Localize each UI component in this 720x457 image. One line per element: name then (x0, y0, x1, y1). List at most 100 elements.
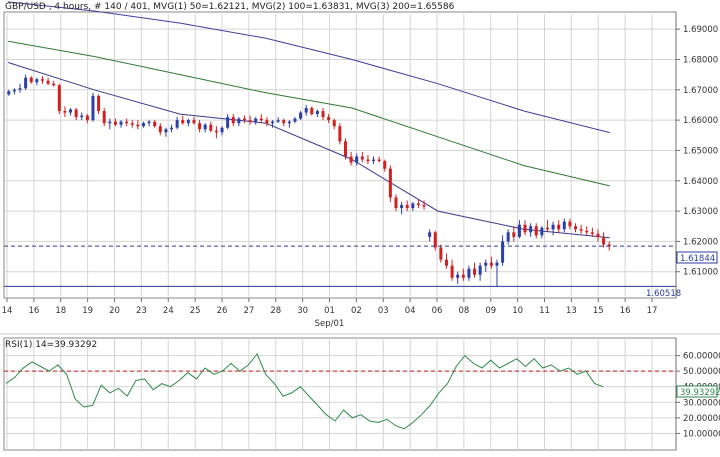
x-tick-label: 10 (512, 306, 523, 316)
candle-body (80, 115, 84, 118)
candlesticks (7, 74, 611, 287)
candle-body (226, 117, 230, 128)
rsi-y-tick-label: 30.00000 (683, 398, 720, 408)
x-tick-label: 03 (378, 306, 389, 316)
candle-body (473, 268, 477, 275)
candle-body (529, 226, 533, 233)
candle-body (141, 123, 145, 127)
candle-body (299, 112, 303, 119)
rsi-y-tick-label: 10.00000 (683, 429, 720, 439)
candle-body (170, 127, 174, 130)
moving-average-line (8, 62, 610, 239)
candle-body (192, 120, 196, 124)
candle-body (501, 241, 505, 263)
x-tick-label: 26 (217, 306, 228, 316)
candle-body (310, 108, 314, 115)
price-y-tick-label: 1.66000 (683, 116, 718, 126)
candle-body (46, 80, 50, 84)
candle-body (534, 226, 538, 236)
candle-body (551, 224, 555, 230)
candle-body (444, 259, 448, 266)
candle-body (562, 221, 566, 230)
candle-body (568, 221, 572, 227)
candle-body (91, 95, 95, 121)
candle-body (596, 233, 600, 237)
candle-body (372, 159, 376, 162)
price-y-tick-label: 1.67000 (683, 86, 718, 96)
rsi-panel-frame (3, 337, 677, 451)
candle-body (209, 124, 213, 131)
candle-body (69, 109, 73, 113)
candle-body (332, 120, 336, 127)
price-y-tick-label: 1.61000 (683, 268, 718, 278)
price-panel-frame (3, 11, 677, 299)
x-tick-label: 27 (243, 306, 254, 316)
x-tick-label: 28 (270, 306, 281, 316)
price-y-tick-label: 1.62000 (683, 237, 718, 247)
price-y-axis: 1.61000 1.62000 1.63000 1.64000 1.65000 1.660… (676, 25, 718, 278)
candle-body (557, 224, 561, 230)
candle-body (315, 111, 319, 115)
candle-body (181, 120, 185, 124)
candle-body (242, 118, 246, 121)
candle-body (40, 79, 44, 81)
candle-body (461, 274, 465, 278)
candle-body (422, 205, 426, 207)
candle-body (506, 232, 510, 242)
candle-body (366, 159, 370, 162)
price-header: GBP/USD , 4 hours, # 140 / 401, MVG(1) 5… (5, 2, 455, 12)
month-label: Sep/01 (315, 319, 345, 329)
candle-body (321, 111, 325, 118)
x-tick-label: 09 (485, 306, 496, 316)
candle-body (287, 121, 291, 124)
candle-body (18, 88, 22, 90)
candle-body (450, 265, 454, 278)
candle-body (220, 127, 224, 133)
x-tick-label: 20 (109, 306, 120, 316)
candle-body (433, 232, 437, 248)
candle-body (57, 85, 61, 112)
candle-body (585, 230, 589, 233)
candle-body (428, 232, 432, 237)
candle-body (147, 121, 151, 124)
candle-body (523, 224, 527, 233)
x-tick-label: 08 (458, 306, 469, 316)
candle-body (214, 130, 218, 133)
x-tick-label: 11 (539, 306, 550, 316)
rsi-value-badge-box (676, 385, 718, 398)
x-tick-label: 30 (297, 306, 308, 316)
low-price-label: 1.60518 (646, 289, 681, 299)
candle-body (489, 262, 493, 266)
x-tick-label: 19 (82, 306, 93, 316)
rsi-header: RSI(1) 14=39.93292 (5, 340, 97, 350)
candle-body (545, 227, 549, 230)
candle-body (35, 79, 39, 83)
moving-averages (8, 1, 610, 239)
candle-body (164, 129, 168, 133)
candle-body (97, 95, 101, 112)
candle-body (607, 244, 611, 247)
x-tick-label: 17 (647, 306, 658, 316)
candle-body (456, 274, 460, 278)
candle-body (540, 227, 544, 236)
rsi-value-badge: 39.93292 (680, 388, 720, 398)
candle-body (484, 262, 488, 266)
candle-body (343, 141, 347, 157)
candle-body (517, 224, 521, 237)
candle-body (7, 91, 11, 95)
candle-body (590, 232, 594, 234)
candle-body (304, 108, 308, 113)
candle-body (113, 121, 117, 125)
candle-body (383, 161, 387, 169)
candle-body (388, 168, 392, 198)
x-tick-label: 25 (190, 306, 201, 316)
candle-body (175, 120, 179, 128)
candle-body (119, 121, 123, 125)
moving-average-line (8, 1, 610, 134)
candle-body (254, 118, 258, 122)
candle-body (411, 203, 415, 209)
rsi-y-tick-label: 20.00000 (683, 414, 720, 424)
candle-body (125, 121, 129, 124)
candle-body (439, 247, 443, 260)
